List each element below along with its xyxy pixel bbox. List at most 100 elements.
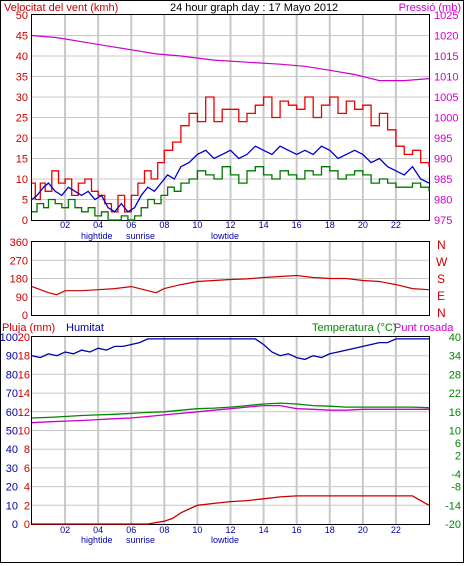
time-tick-label: 08: [159, 525, 169, 535]
pressure-tick: 1010: [434, 72, 458, 84]
humidity-tick: 70: [6, 388, 18, 400]
humidity-line: [31, 338, 429, 361]
wind-avg-line: [31, 145, 430, 213]
pressure-tick: 1015: [434, 51, 458, 63]
temperature-label: Temperatura (°C): [312, 322, 396, 334]
plot-series: [31, 34, 430, 525]
humidity-tick: 100: [0, 332, 18, 344]
humidity-tick: 80: [6, 369, 18, 381]
pressure-tick: 985: [434, 174, 452, 186]
time-tick-label: 20: [358, 525, 368, 535]
time-tick-label: 10: [192, 220, 202, 230]
time-tick-label: 10: [192, 525, 202, 535]
time-tick-label: 04: [93, 525, 103, 535]
time-tick-label: 02: [60, 220, 70, 230]
event-sunrise: sunrise: [126, 231, 155, 241]
humidity-label: Humitat: [66, 322, 104, 334]
wind-speed-tick: 15: [16, 154, 28, 166]
wind-speed-tick: 45: [16, 31, 28, 43]
direction-tick: 90: [16, 292, 28, 304]
time-tick-label: 14: [259, 220, 269, 230]
wind-speed-tick: 35: [16, 72, 28, 84]
rain-label: Pluja (mm): [2, 322, 55, 334]
temperature-tick: -4: [451, 469, 461, 481]
direction-tick: 360: [10, 237, 28, 249]
rain-tick: 16: [18, 369, 30, 381]
temperature-tick: 16: [449, 407, 461, 419]
time-tick-label: 12: [225, 220, 235, 230]
direction-letter-w: W: [436, 255, 448, 269]
pressure-tick: 995: [434, 133, 452, 145]
temperature-tick: -14: [445, 500, 461, 512]
direction-tick: 180: [10, 274, 28, 286]
wind-speed-tick: 20: [16, 133, 28, 145]
humidity-tick: 30: [6, 463, 18, 475]
time-tick-label: 22: [391, 525, 401, 535]
wind-speed-tick: 25: [16, 113, 28, 125]
time-tick-label: 04: [93, 220, 103, 230]
pressure-tick: 990: [434, 154, 452, 166]
rain-tick: 6: [24, 463, 30, 475]
event-lowtide: lowtide: [211, 231, 239, 241]
pressure-tick: 1000: [434, 113, 458, 125]
time-tick-label: 06: [126, 220, 136, 230]
time-tick-label: 02: [60, 525, 70, 535]
dewpoint-label: Punt rosada: [394, 322, 454, 334]
temperature-tick: 22: [449, 388, 461, 400]
temperature-tick: 6: [455, 438, 461, 450]
temperature-tick: 28: [449, 369, 461, 381]
rain-tick: 10: [18, 426, 30, 438]
humidity-tick: 60: [6, 407, 18, 419]
direction-tick: 270: [10, 255, 28, 267]
event-lowtide-bottom: lowtide: [211, 535, 239, 545]
pressure-line: [31, 34, 430, 82]
wind-speed-label: Velocitat del vent (kmh): [4, 2, 118, 14]
humidity-tick: 40: [6, 444, 18, 456]
pressure-tick: 1020: [434, 31, 458, 43]
direction-tick: 0: [22, 310, 28, 322]
humidity-tick: 20: [6, 482, 18, 494]
rain-tick: 4: [24, 482, 30, 494]
temperature-tick: -20: [445, 519, 461, 531]
rain-line: [32, 495, 430, 525]
grid-lines: [32, 15, 429, 524]
chart-title: 24 hour graph day : 17 Mayo 2012: [170, 2, 338, 14]
temperature-tick: -8: [451, 482, 461, 494]
dewpoint-line: [31, 404, 429, 424]
wind-speed-tick: 5: [22, 195, 28, 207]
pressure-tick: 975: [434, 215, 452, 227]
wind-speed-tick: 30: [16, 92, 28, 104]
rain-tick: 14: [18, 388, 30, 400]
rain-tick: 0: [24, 519, 30, 531]
time-tick-label: 08: [159, 220, 169, 230]
humidity-tick: 50: [6, 426, 18, 438]
wind-direction-line: [31, 274, 430, 296]
rain-tick: 20: [18, 332, 30, 344]
time-tick-label: 16: [292, 220, 302, 230]
humidity-tick: 10: [6, 500, 18, 512]
direction-letter-e: E: [437, 289, 445, 303]
wind-speed-tick: 10: [16, 174, 28, 186]
rain-tick: 18: [18, 351, 30, 363]
pressure-tick: 1005: [434, 92, 458, 104]
rain-tick: 12: [18, 407, 30, 419]
wind-gust-line: [32, 96, 430, 213]
rain-tick: 8: [24, 444, 30, 456]
pressure-tick: 1025: [434, 10, 458, 22]
event-sunrise-bottom: sunrise: [126, 535, 155, 545]
temperature-tick: 2: [455, 450, 461, 462]
event-hightide-bottom: hightide: [81, 535, 113, 545]
event-hightide: hightide: [81, 231, 113, 241]
rain-tick: 2: [24, 500, 30, 512]
time-tick-label: 12: [225, 525, 235, 535]
pressure-label: Pressió (mb): [399, 2, 461, 14]
time-tick-label: 22: [391, 220, 401, 230]
wind-speed-tick: 0: [22, 215, 28, 227]
temperature-line: [31, 402, 430, 419]
time-tick-label: 06: [126, 525, 136, 535]
temperature-tick: 10: [449, 426, 461, 438]
temperature-tick: 34: [449, 351, 461, 363]
wind-speed-tick: 40: [16, 51, 28, 63]
